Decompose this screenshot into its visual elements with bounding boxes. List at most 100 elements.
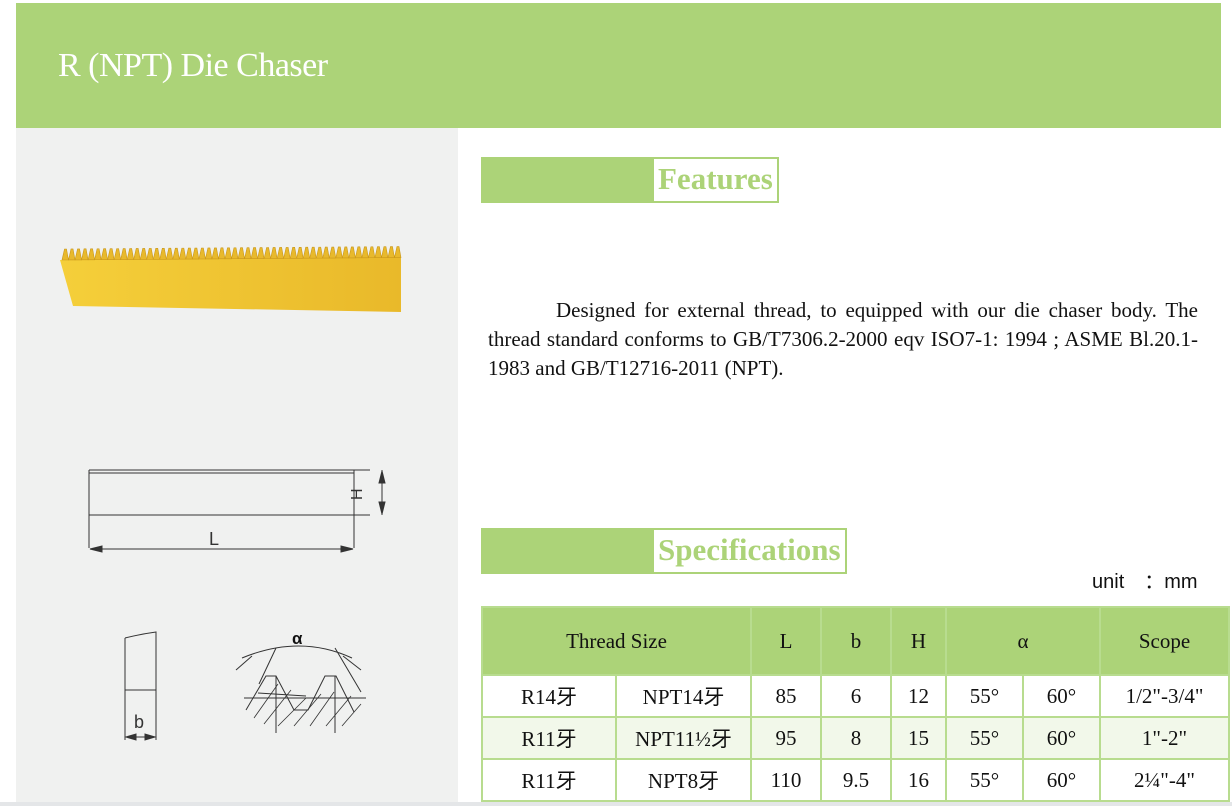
tooth [146,248,154,260]
tooth [107,248,115,260]
cell-scope: 1"-2" [1099,716,1230,760]
cell-H: 15 [890,716,947,760]
col-thread-size: Thread Size [481,606,752,676]
table-row: R11牙 NPT11½牙 95 8 15 55° 60° 1"-2" [481,716,1230,760]
table-row: R11牙 NPT8牙 110 9.5 16 55° 60° 2¼"-4" [481,758,1230,802]
col-b: b [820,606,892,676]
tooth [178,247,187,260]
cell-a2: 60° [1022,716,1101,760]
tooth [211,247,219,260]
product-photo [60,246,402,312]
cell-npt: NPT11½牙 [615,716,752,760]
cell-r: R14牙 [481,674,617,718]
tooth [250,247,258,259]
tooth [68,248,76,261]
tooth [309,246,317,259]
dimension-L-label: L [209,529,219,549]
dimension-H-label: H [349,488,366,500]
page-title: R (NPT) Die Chaser [58,47,328,84]
heading-bar [481,157,652,203]
tooth [341,246,350,259]
col-L: L [750,606,822,676]
tooth [231,247,239,260]
cross-section-drawing: b α [124,629,366,741]
tooth [113,248,122,260]
tooth [394,246,402,258]
col-alpha: α [945,606,1101,676]
cell-L: 95 [750,716,822,760]
tooth [296,246,304,259]
tooth [81,248,89,261]
cell-b: 6 [820,674,892,718]
cell-npt: NPT8牙 [615,758,752,802]
side-view-drawing: L H [88,469,386,553]
cell-L: 85 [750,674,822,718]
specifications-title: Specifications [652,528,847,574]
tooth [348,246,356,259]
cell-r: R11牙 [481,716,617,760]
cell-a1: 55° [945,758,1024,802]
tooth [205,247,213,260]
cell-a2: 60° [1022,674,1101,718]
col-scope: Scope [1099,606,1230,676]
tooth [133,248,141,260]
tooth [244,247,252,259]
tooth [224,247,232,260]
cell-a2: 60° [1022,758,1101,802]
cell-b: 8 [820,716,892,760]
cell-scope: 2¼"-4" [1099,758,1230,802]
tooth [302,246,311,259]
tooth [87,248,95,261]
dimension-b-label: b [134,712,144,732]
tooth [315,246,324,259]
divider [0,802,1232,806]
tooth [126,248,135,260]
tooth [289,247,298,259]
table-row: R14牙 NPT14牙 85 6 12 55° 60° 1/2"-3/4" [481,674,1230,718]
features-title: Features [652,157,779,203]
heading-bar [481,528,652,574]
tooth [94,248,102,261]
tooth [276,247,284,259]
tooth [185,247,193,260]
cell-L: 110 [750,758,822,802]
tooth [322,246,330,259]
cell-H: 12 [890,674,947,718]
tooth [381,246,389,258]
tooth [361,246,369,259]
page-header: R (NPT) Die Chaser [16,3,1221,128]
tooth [159,247,167,260]
cell-H: 16 [890,758,947,802]
features-description: Designed for external thread, to equippe… [488,298,1198,380]
tooth [120,248,128,260]
tooth [257,247,265,259]
tooth [172,247,180,260]
tooth [387,246,395,258]
table-header-row: Thread Size L b H α Scope [481,606,1230,676]
cell-r: R11牙 [481,758,617,802]
tooth [270,247,278,259]
cell-b: 9.5 [820,758,892,802]
tooth [61,248,69,261]
tooth [237,247,245,260]
tooth [198,247,206,260]
tooth [328,246,337,259]
tooth [368,246,376,259]
tooth [374,246,382,258]
tooth [100,248,108,261]
tooth [263,247,271,259]
col-H: H [890,606,947,676]
unit-label: unit ：mm [1092,571,1198,593]
cell-npt: NPT14牙 [615,674,752,718]
tooth [354,246,363,259]
cell-a1: 55° [945,716,1024,760]
tooth [139,248,148,260]
tooth [283,247,291,259]
tooth [74,248,82,261]
specifications-table: Thread Size L b H α Scope R14牙 NPT14牙 85 6 1… [481,606,1230,802]
tooth [218,247,226,260]
cell-scope: 1/2"-3/4" [1099,674,1230,718]
dimension-alpha-label: α [292,629,303,648]
tooth [192,247,200,260]
tooth [152,248,161,260]
